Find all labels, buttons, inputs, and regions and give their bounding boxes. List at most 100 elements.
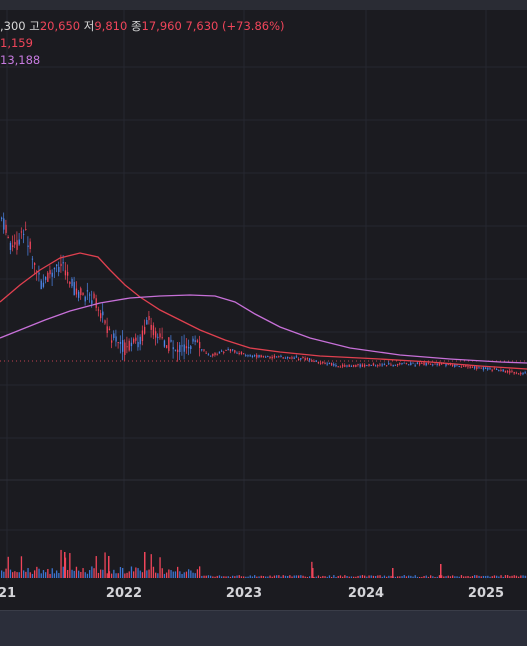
candle-body bbox=[115, 336, 116, 341]
candle-body bbox=[129, 341, 130, 351]
candle-body bbox=[520, 373, 521, 374]
volume-bar bbox=[276, 575, 277, 578]
candle-body bbox=[291, 357, 292, 358]
volume-bar bbox=[181, 574, 182, 578]
candle-body bbox=[144, 327, 145, 334]
volume-bar bbox=[327, 577, 328, 578]
volume-bar bbox=[256, 577, 257, 578]
volume-bar bbox=[151, 554, 152, 578]
volume-bar bbox=[5, 569, 6, 578]
candle-body bbox=[522, 372, 523, 374]
candle-body bbox=[236, 353, 237, 354]
candle-body bbox=[470, 366, 471, 367]
volume-bar bbox=[437, 577, 438, 578]
candle-body bbox=[133, 339, 134, 343]
change-value: 7,630 (+73.86%) bbox=[185, 19, 284, 33]
volume-bar bbox=[496, 576, 497, 578]
top-toolbar-strip bbox=[0, 0, 527, 10]
high-value: 20,650 bbox=[40, 19, 80, 33]
volume-bar bbox=[155, 573, 156, 578]
volume-bar bbox=[445, 576, 446, 578]
volume-bars bbox=[1, 550, 527, 578]
volume-bar bbox=[507, 575, 508, 578]
candle-body bbox=[494, 368, 495, 369]
candle-body bbox=[452, 365, 453, 366]
candle-body bbox=[234, 350, 235, 352]
candle-body bbox=[364, 365, 365, 367]
candle-body bbox=[256, 355, 257, 358]
candle-body bbox=[58, 267, 59, 272]
volume-bar bbox=[34, 570, 35, 578]
candle-body bbox=[340, 367, 341, 368]
candle-body bbox=[485, 368, 486, 369]
volume-bar bbox=[217, 576, 218, 578]
x-axis-label-2022: 2022 bbox=[106, 586, 142, 601]
volume-bar bbox=[184, 572, 185, 578]
volume-bar bbox=[322, 576, 323, 578]
candle-body bbox=[445, 364, 446, 366]
volume-bar bbox=[54, 573, 55, 578]
candle-body bbox=[373, 363, 374, 365]
candle-body bbox=[107, 326, 108, 333]
candle-body bbox=[208, 354, 209, 355]
candle-body bbox=[437, 364, 438, 365]
volume-bar bbox=[443, 576, 444, 578]
candle-body bbox=[426, 363, 427, 365]
volume-bar bbox=[203, 576, 204, 578]
volume-bar bbox=[305, 577, 306, 578]
candle-body bbox=[335, 365, 336, 366]
volume-bar bbox=[459, 577, 460, 578]
candle-body bbox=[379, 364, 380, 365]
ma-short-legend: 1,159 bbox=[0, 36, 33, 50]
candle-body bbox=[109, 329, 110, 330]
volume-bar bbox=[162, 568, 163, 578]
candle-body bbox=[419, 363, 420, 365]
volume-bar bbox=[467, 576, 468, 578]
candle-body bbox=[423, 363, 424, 366]
volume-bar bbox=[32, 574, 33, 578]
ma-long-legend: 13,188 bbox=[0, 53, 40, 67]
volume-bar bbox=[245, 577, 246, 578]
candle-body bbox=[120, 342, 121, 344]
candle-body bbox=[307, 358, 308, 359]
candle-body bbox=[221, 351, 222, 352]
candle-body bbox=[342, 365, 343, 367]
candle-body bbox=[362, 365, 363, 367]
volume-bar bbox=[399, 576, 400, 578]
volume-bar bbox=[157, 573, 158, 578]
candle-body bbox=[432, 364, 433, 365]
volume-bar bbox=[45, 572, 46, 578]
candle-body bbox=[514, 372, 515, 373]
volume-bar bbox=[82, 568, 83, 578]
candle-body bbox=[23, 234, 24, 235]
volume-bar bbox=[254, 575, 255, 578]
volume-bar bbox=[225, 576, 226, 578]
candle-body bbox=[76, 289, 77, 295]
candle-body bbox=[261, 355, 262, 357]
candle-body bbox=[151, 325, 152, 330]
candle-body bbox=[140, 337, 141, 344]
volume-bar bbox=[463, 576, 464, 578]
volume-bar bbox=[390, 576, 391, 578]
volume-bar bbox=[514, 575, 515, 578]
candle-body bbox=[525, 372, 526, 373]
candle-body bbox=[1, 218, 2, 219]
volume-bar bbox=[107, 573, 108, 578]
volume-bar bbox=[274, 576, 275, 578]
volume-bar bbox=[102, 570, 103, 578]
volume-bar bbox=[349, 577, 350, 578]
volume-bar bbox=[49, 574, 50, 578]
volume-bar bbox=[338, 576, 339, 578]
volume-bar bbox=[258, 576, 259, 578]
volume-bar bbox=[192, 573, 193, 578]
candle-body bbox=[214, 353, 215, 355]
volume-bar bbox=[472, 576, 473, 578]
candle-body bbox=[269, 357, 270, 359]
volume-bar bbox=[456, 576, 457, 578]
volume-bar bbox=[175, 571, 176, 578]
price-chart-canvas[interactable] bbox=[0, 10, 527, 610]
volume-bar bbox=[448, 576, 449, 578]
volume-bar bbox=[159, 557, 160, 578]
candle-body bbox=[294, 358, 295, 359]
candle-body bbox=[27, 245, 28, 247]
